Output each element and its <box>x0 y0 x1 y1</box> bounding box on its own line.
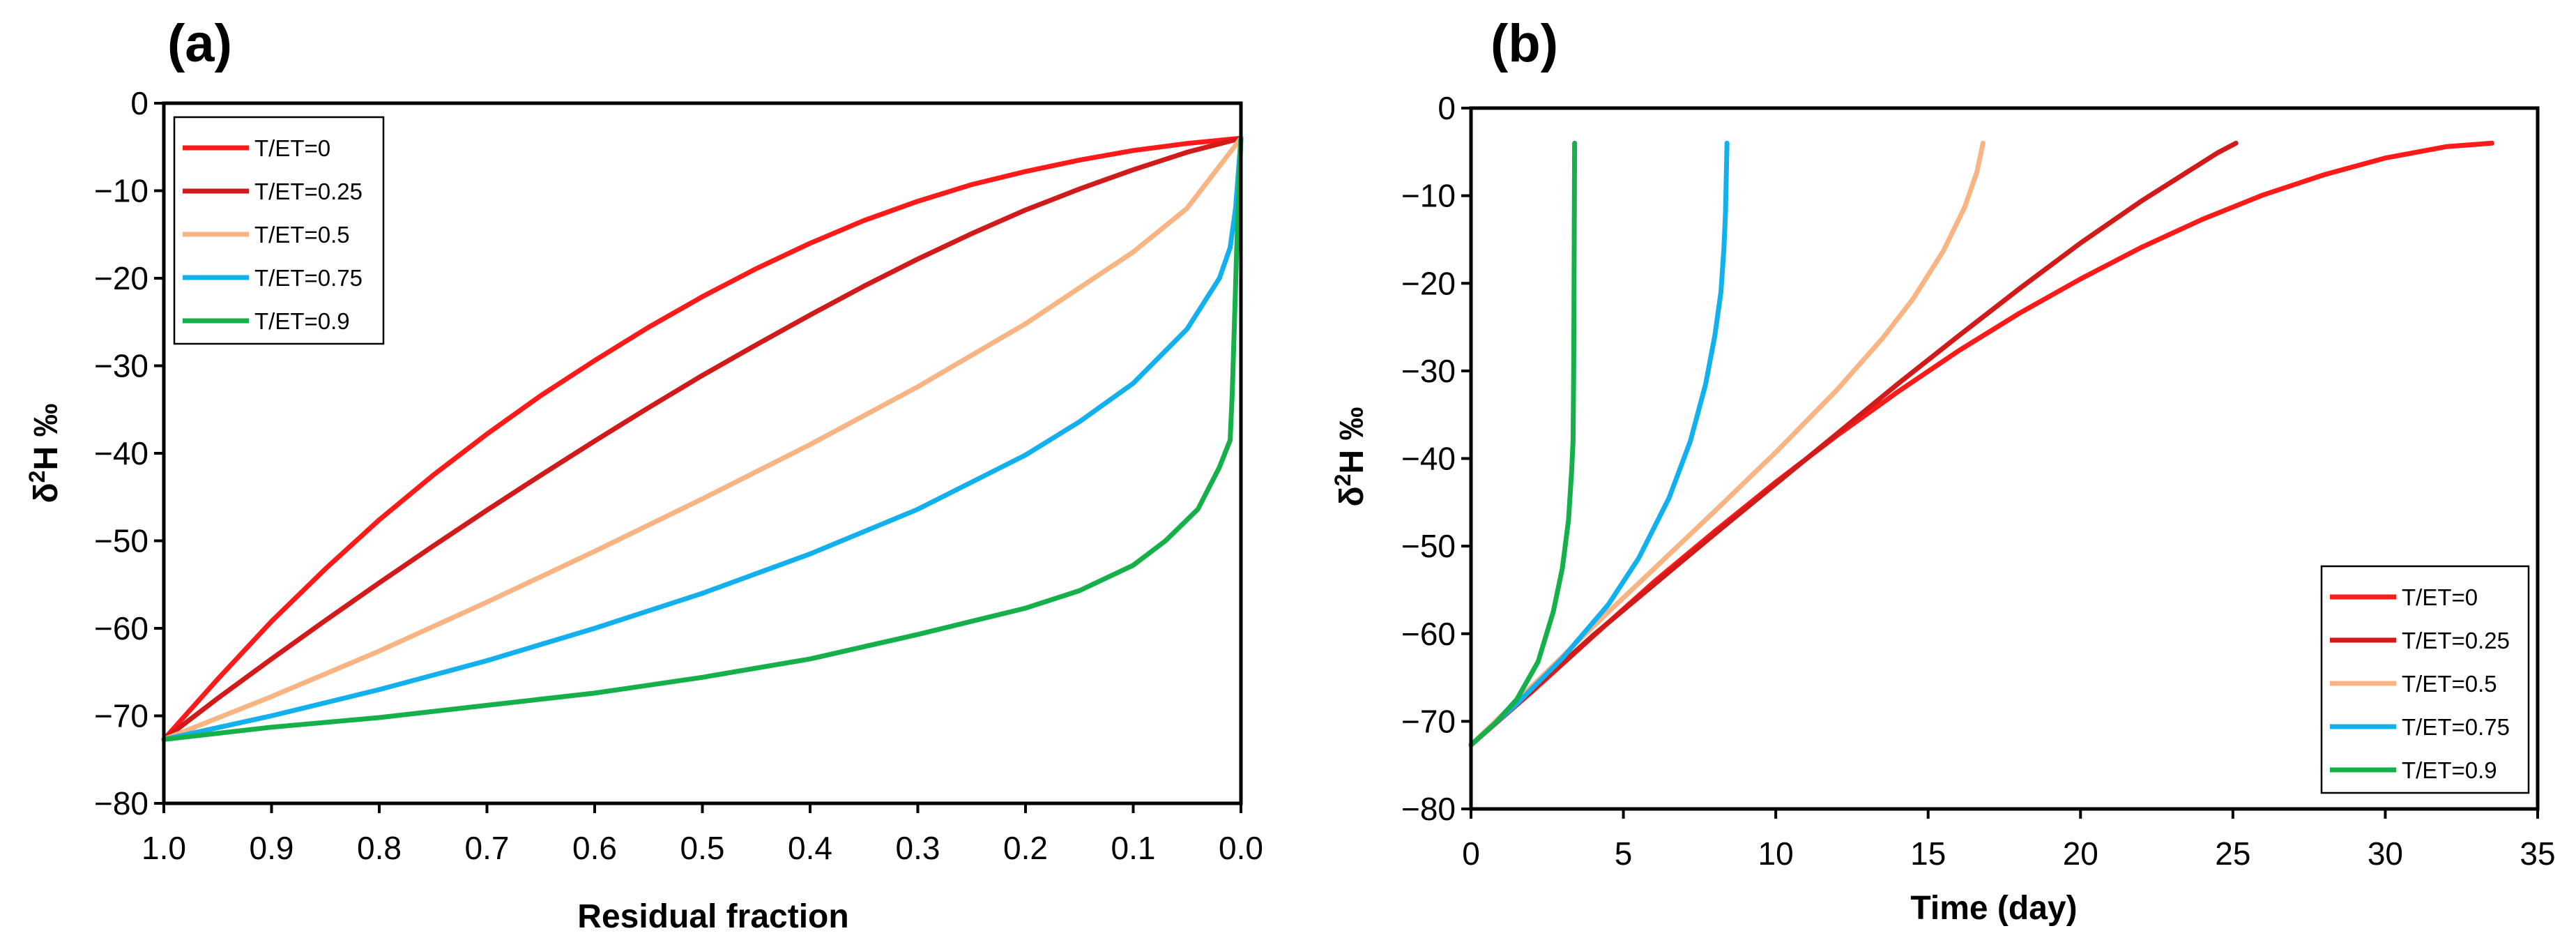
series-line-a-1 <box>161 135 1244 742</box>
legend-label-b-3: T/ET=0.75 <box>2402 714 2510 740</box>
series-line-a-3 <box>161 135 1244 742</box>
legend-label-a-4: T/ET=0.9 <box>254 308 350 334</box>
y-tick-label-b-3: −30 <box>1401 353 1456 389</box>
panel-label-b: (b) <box>1491 14 1558 73</box>
y-tick-label-a-6: −60 <box>94 610 148 646</box>
legend-label-b-2: T/ET=0.5 <box>2402 671 2497 697</box>
y-tick-label-b-7: −70 <box>1401 703 1456 739</box>
y-tick-label-b-0: 0 <box>1438 90 1456 126</box>
legend-label-a-1: T/ET=0.25 <box>254 179 363 204</box>
x-tick-label-a-8: 0.2 <box>1003 830 1048 866</box>
y-axis-title-b: δ2H ‰ <box>1330 407 1371 507</box>
series-line-b-3 <box>1468 140 1730 748</box>
y-tick-label-a-7: −70 <box>94 698 148 734</box>
y-tick-label-b-8: −80 <box>1401 791 1456 827</box>
legend-a: T/ET=0 T/ET=0.25 T/ET=0.5 T/ET=0.75 T/ET=0.9 <box>173 116 385 345</box>
legend-box-a <box>173 116 385 345</box>
y-tick-label-b-6: −60 <box>1401 616 1456 652</box>
x-axis-title-a: Residual fraction <box>577 898 848 935</box>
x-tick-label-b-4: 20 <box>2063 835 2098 872</box>
x-tick-label-a-3: 0.7 <box>465 830 510 866</box>
x-axis-title-b: Time (day) <box>1910 890 2077 927</box>
series-line-a-4 <box>161 135 1244 742</box>
y-tick-label-a-4: −40 <box>94 435 148 471</box>
x-tick-label-a-2: 0.8 <box>357 830 402 866</box>
y-axis-title-rest-b: H ‰ <box>1334 407 1371 474</box>
legend-label-b-1: T/ET=0.25 <box>2402 628 2510 653</box>
y-tick-label-a-8: −80 <box>94 785 148 821</box>
x-tick-label-b-2: 10 <box>1758 835 1794 872</box>
x-tick-label-b-5: 25 <box>2215 835 2250 872</box>
series-group-a <box>161 135 1244 742</box>
x-tick-label-b-6: 30 <box>2368 835 2403 872</box>
x-tick-label-a-1: 0.9 <box>250 830 294 866</box>
series-line-b-2 <box>1468 140 1986 748</box>
x-tick-label-b-0: 0 <box>1462 835 1480 872</box>
y-axis-title-rest-a: H ‰ <box>28 404 65 471</box>
series-line-b-1 <box>1468 140 2239 748</box>
legend-box-b <box>2320 565 2530 794</box>
y-axis-title-sup-a: 2 <box>24 471 49 483</box>
panel-label-a: (a) <box>167 14 232 73</box>
y-tick-label-b-2: −20 <box>1401 265 1456 301</box>
y-axis-title-delta-a: δ <box>28 483 65 503</box>
legend-label-a-3: T/ET=0.75 <box>254 265 363 291</box>
y-axis-title-sup-b: 2 <box>1330 474 1355 487</box>
y-axis-title-a: δ2H ‰ <box>24 404 65 503</box>
x-tick-label-b-1: 5 <box>1615 835 1633 872</box>
series-line-a-0 <box>161 135 1244 742</box>
x-tick-label-a-6: 0.4 <box>788 830 832 866</box>
series-line-b-4 <box>1468 140 1578 748</box>
x-tick-label-a-7: 0.3 <box>896 830 940 866</box>
series-group-b <box>1468 140 2494 748</box>
y-tick-label-b-5: −50 <box>1401 528 1456 564</box>
x-tick-label-a-10: 0.0 <box>1219 830 1263 866</box>
y-tick-label-a-2: −20 <box>94 260 148 296</box>
x-tick-label-b-3: 15 <box>1910 835 1946 872</box>
panel-b: (b) 0 5 10 15 20 25 30 35 0 −10 −20 −30 −40 −50 −60 −70… <box>1330 14 2556 927</box>
panel-a: (a) 1.0 0.9 0.8 0.7 0.6 0.5 0.4 0.3 0.2 0.1 0.0 0 −1… <box>24 14 1263 935</box>
legend-label-b-4: T/ET=0.9 <box>2402 757 2497 783</box>
x-tick-label-a-0: 1.0 <box>142 830 186 866</box>
series-line-a-2 <box>161 135 1244 742</box>
y-tick-label-a-0: 0 <box>130 85 148 121</box>
y-tick-label-b-4: −40 <box>1401 441 1456 477</box>
legend-label-a-0: T/ET=0 <box>254 135 330 161</box>
x-tick-label-a-4: 0.6 <box>572 830 617 866</box>
y-tick-label-b-1: −10 <box>1401 178 1456 214</box>
y-tick-label-a-5: −50 <box>94 523 148 559</box>
legend-label-b-0: T/ET=0 <box>2402 584 2478 610</box>
x-tick-label-b-7: 35 <box>2520 835 2555 872</box>
legend-b: T/ET=0 T/ET=0.25 T/ET=0.5 T/ET=0.75 T/ET=0.9 <box>2320 565 2530 794</box>
x-tick-label-a-9: 0.1 <box>1111 830 1156 866</box>
y-axis-title-delta-b: δ <box>1334 486 1371 506</box>
y-tick-label-a-3: −30 <box>94 348 148 384</box>
x-tick-label-a-5: 0.5 <box>680 830 725 866</box>
y-tick-label-a-1: −10 <box>94 173 148 209</box>
legend-label-a-2: T/ET=0.5 <box>254 222 350 248</box>
